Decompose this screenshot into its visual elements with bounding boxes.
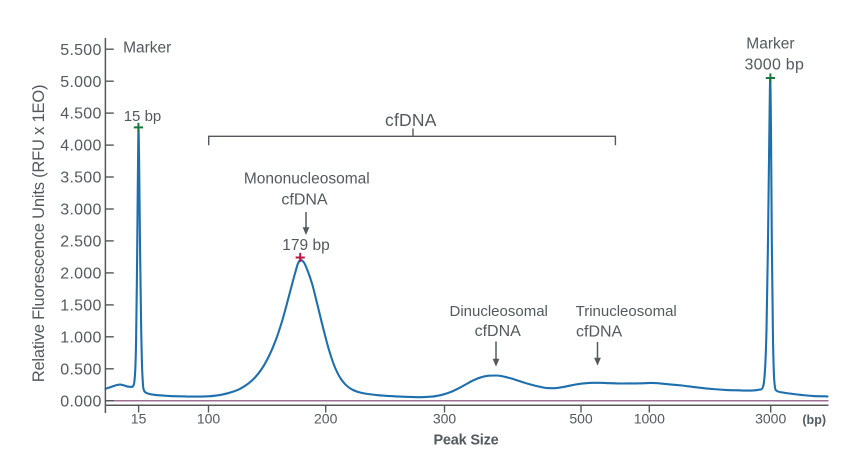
svg-text:Mononucleosomal: Mononucleosomal (244, 171, 370, 188)
svg-text:Marker: Marker (746, 36, 794, 53)
svg-text:0.500: 0.500 (60, 361, 101, 378)
svg-text:Dinucleosomal: Dinucleosomal (450, 303, 548, 320)
svg-text:Marker: Marker (123, 40, 171, 57)
svg-text:15 bp: 15 bp (124, 108, 162, 125)
svg-text:Peak Size: Peak Size (433, 432, 498, 448)
svg-text:0.000: 0.000 (60, 393, 101, 410)
svg-text:(bp): (bp) (802, 413, 826, 427)
svg-text:5.500: 5.500 (60, 42, 101, 59)
svg-text:300: 300 (433, 411, 457, 427)
svg-text:cfDNA: cfDNA (576, 323, 623, 340)
svg-text:cfDNA: cfDNA (475, 323, 522, 340)
svg-text:15: 15 (131, 411, 147, 427)
svg-text:cfDNA: cfDNA (281, 192, 328, 209)
svg-text:1.000: 1.000 (60, 329, 101, 346)
svg-text:5.000: 5.000 (60, 74, 101, 91)
svg-text:Trinucleosomal: Trinucleosomal (576, 303, 677, 320)
svg-text:4.500: 4.500 (60, 106, 101, 123)
svg-text:4.000: 4.000 (60, 138, 101, 155)
svg-text:1000: 1000 (634, 411, 665, 427)
svg-text:3000 bp: 3000 bp (745, 56, 805, 73)
svg-text:500: 500 (569, 411, 593, 427)
svg-text:3.000: 3.000 (60, 202, 101, 219)
svg-text:cfDNA: cfDNA (385, 110, 437, 130)
svg-text:2.000: 2.000 (60, 266, 101, 283)
svg-text:2.500: 2.500 (60, 234, 101, 251)
svg-text:100: 100 (197, 411, 221, 427)
svg-text:Relative Fluorescence Units (R: Relative Fluorescence Units (RFU x 1EO) (30, 85, 48, 383)
svg-text:200: 200 (314, 411, 338, 427)
svg-text:1.500: 1.500 (60, 298, 101, 315)
svg-text:179 bp: 179 bp (282, 237, 329, 254)
svg-text:3.500: 3.500 (60, 170, 101, 187)
svg-text:3000: 3000 (755, 411, 786, 427)
